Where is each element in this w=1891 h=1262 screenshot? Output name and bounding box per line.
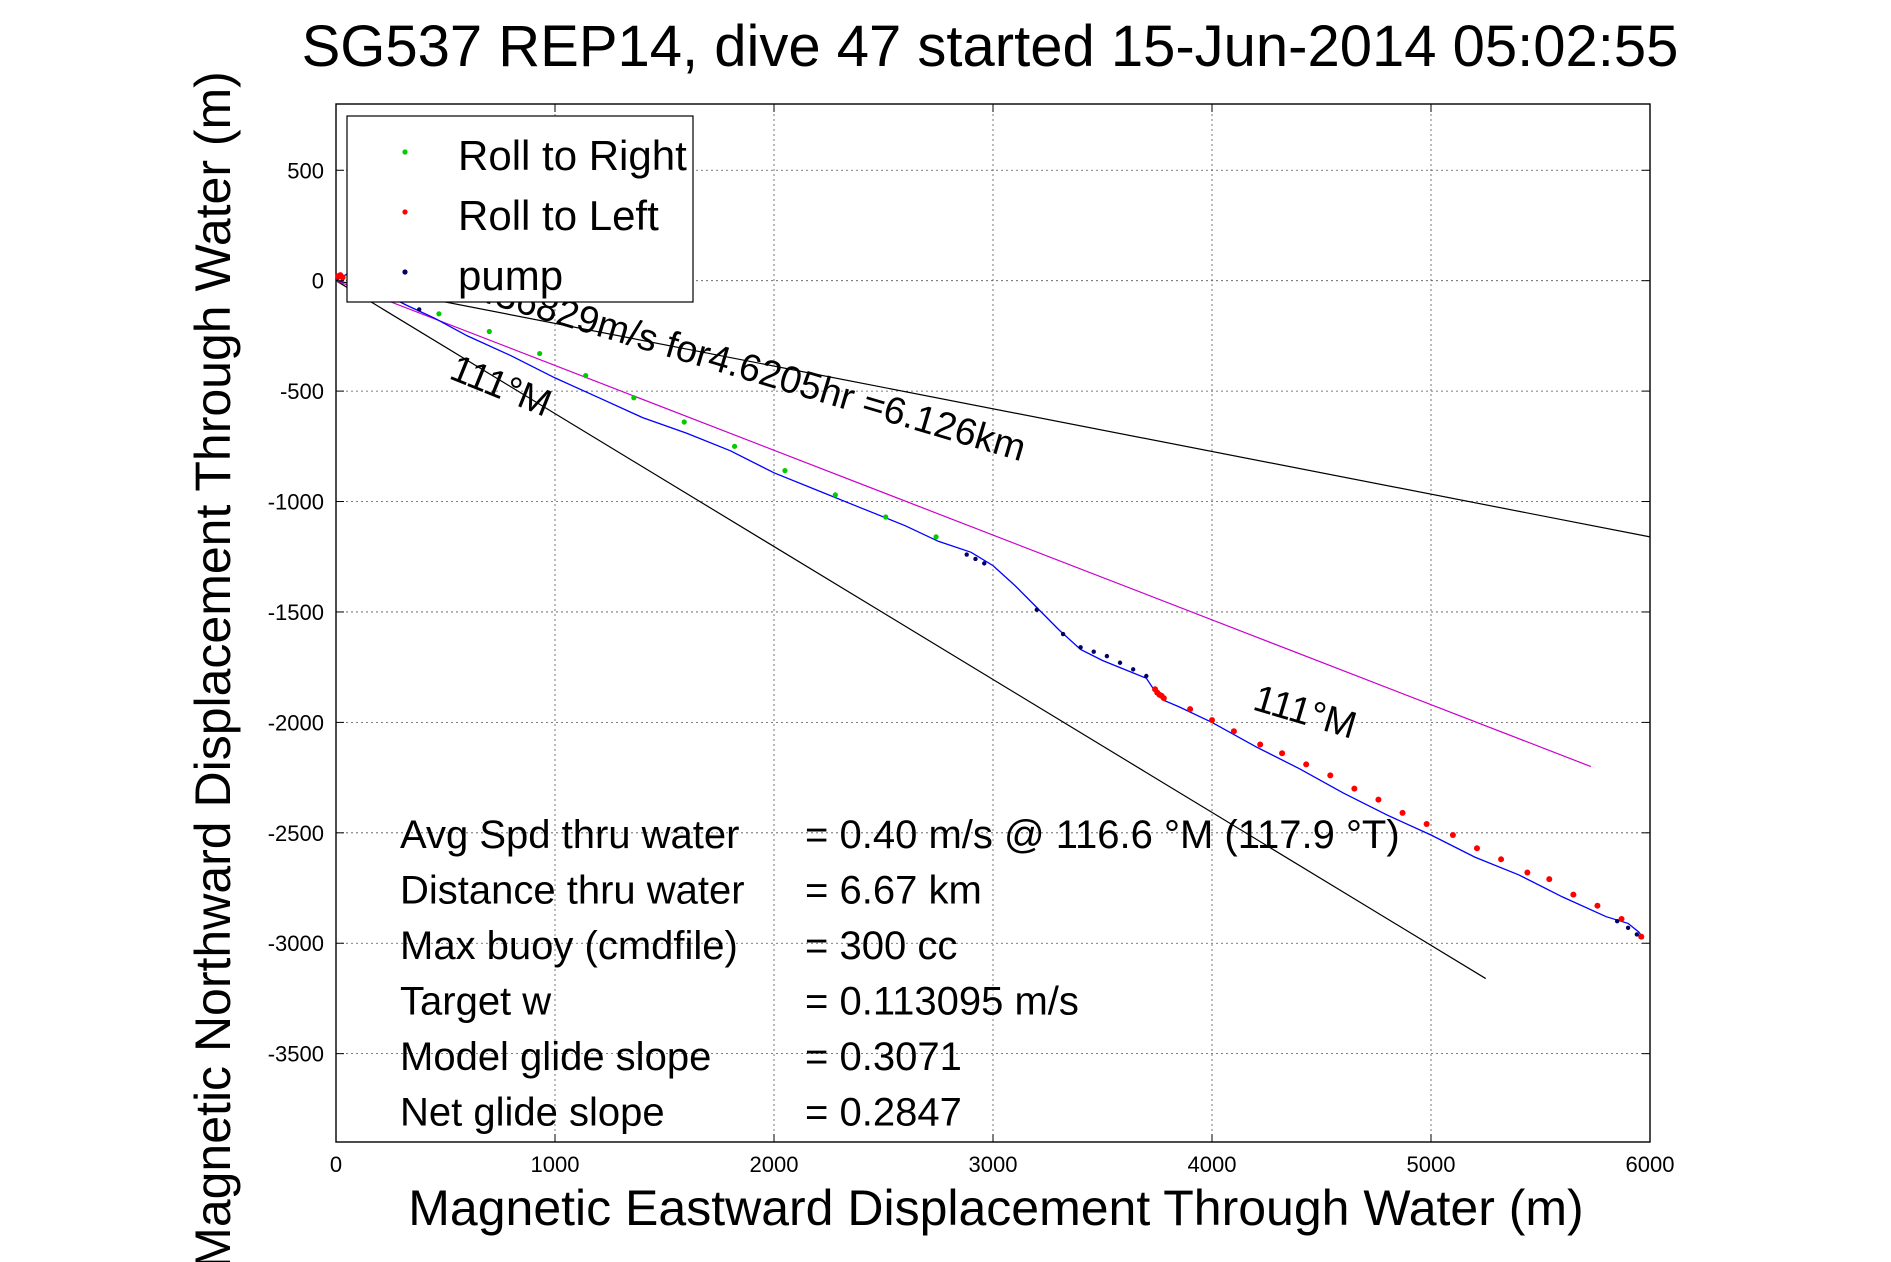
roll-right-point: [933, 534, 939, 540]
stat-value: = 6.67 km: [805, 869, 982, 913]
pump-point: [1625, 925, 1631, 930]
roll-right-point: [436, 311, 442, 317]
y-tick-label: -1000: [268, 490, 324, 515]
pump-point: [1144, 673, 1149, 679]
roll-left-point: [1160, 695, 1167, 702]
stat-label: Target w: [400, 980, 551, 1024]
roll-right-point: [537, 350, 543, 357]
roll-right-point: [782, 468, 788, 474]
pump-point: [1034, 607, 1040, 612]
y-axis-label: Magnetic Northward Displacement Through …: [185, 71, 241, 1262]
pump-point: [1634, 932, 1640, 937]
roll-left-point: [1351, 785, 1358, 792]
pump-point: [1091, 649, 1096, 654]
roll-left-point: [1279, 750, 1286, 757]
x-tick-label: 6000: [1626, 1152, 1675, 1177]
stat-label: Max buoy (cmdfile): [400, 924, 738, 968]
roll-left-point: [1594, 902, 1601, 909]
x-tick-label: 1000: [531, 1152, 580, 1177]
pump-point: [982, 561, 987, 566]
pump-point: [964, 552, 969, 557]
track-line: [335, 273, 1644, 940]
reference-line-net: [335, 280, 1592, 768]
pump-point: [1078, 645, 1083, 650]
y-tick-label: -2500: [268, 821, 324, 846]
pump-point: [417, 307, 422, 312]
reference-lines: [335, 280, 1651, 980]
y-tick-label: -3000: [268, 931, 324, 956]
roll-left-point: [1375, 796, 1382, 803]
stat-label: Distance thru water: [400, 869, 745, 913]
stat-label: Avg Spd thru water: [400, 813, 739, 857]
roll-left-point: [1187, 706, 1194, 713]
pump-point: [1060, 631, 1066, 637]
roll-right-point: [631, 395, 637, 401]
stat-value: = 0.113095 m/s: [805, 980, 1079, 1024]
roll-left-point: [339, 274, 346, 281]
roll-left-point: [1546, 876, 1553, 883]
reference-line-lower: [335, 280, 1487, 980]
stat-value: = 0.3071: [805, 1035, 962, 1079]
legend-label: pump: [458, 252, 563, 299]
legend-marker: [402, 209, 408, 215]
chart-title: SG537 REP14, dive 47 started 15-Jun-2014…: [302, 14, 1679, 79]
pump-point: [1104, 653, 1110, 659]
roll-right-point: [731, 443, 738, 449]
stats-block: Avg Spd thru water = 0.40 m/s @ 116.6 °M …: [400, 813, 1400, 1135]
y-tick-label: -3500: [268, 1042, 324, 1067]
stat-value: = 0.2847: [805, 1091, 962, 1135]
y-tick-label: -2000: [268, 710, 324, 735]
pump-point: [1130, 667, 1136, 672]
x-tick-label: 4000: [1188, 1152, 1237, 1177]
roll-left-point: [1257, 741, 1264, 748]
x-tick-label: 3000: [969, 1152, 1018, 1177]
roll-left-point: [1423, 820, 1430, 827]
pump-point: [1614, 918, 1620, 924]
roll-left-point: [1498, 856, 1505, 863]
roll-left-point: [1230, 728, 1237, 735]
x-axis-label: Magnetic Eastward Displacement Through W…: [408, 1180, 1583, 1236]
roll-right-point: [883, 514, 889, 520]
pump-point: [1117, 660, 1123, 665]
y-tick-label: 500: [287, 158, 324, 183]
stat-value: = 300 cc: [805, 924, 957, 968]
reference-line-upper: [335, 280, 1651, 538]
roll-left-point: [1570, 891, 1577, 898]
stat-label: Net glide slope: [400, 1091, 665, 1135]
roll-left-point: [1327, 772, 1334, 779]
roll-left-point: [1303, 761, 1310, 768]
roll-right-point: [681, 419, 687, 425]
roll-left-point: [1524, 869, 1531, 876]
roll-left-point: [1618, 915, 1625, 922]
pump-point: [973, 556, 978, 562]
y-axis-ticks: 500 0 -500 -1000 -1500 -2000 -2500 -3000 -3500: [268, 158, 1650, 1067]
y-tick-label: -500: [280, 379, 324, 404]
roll-left-point: [1473, 845, 1480, 852]
x-tick-label: 5000: [1407, 1152, 1456, 1177]
roll-right-point: [583, 373, 589, 379]
stat-value: = 0.40 m/s @ 116.6 °M (117.9 °T): [805, 813, 1400, 857]
roll-left-point: [1209, 717, 1215, 724]
stat-label: Model glide slope: [400, 1035, 711, 1079]
y-tick-label: -1500: [268, 600, 324, 625]
roll-left-point: [1449, 832, 1456, 839]
x-tick-label: 0: [330, 1152, 342, 1177]
glider-track: [335, 273, 1644, 940]
marker-points: [335, 272, 1645, 940]
y-tick-label: 0: [312, 269, 324, 294]
roll-left-point: [1399, 809, 1406, 816]
legend-marker: [402, 149, 408, 155]
legend-label: Roll to Left: [458, 192, 659, 239]
grid-lines: [336, 104, 1650, 1142]
legend: Roll to Right Roll to Left pump: [346, 115, 694, 303]
roll-left-point: [1638, 933, 1645, 940]
legend-label: Roll to Right: [458, 132, 687, 179]
legend-marker: [402, 269, 408, 275]
roll-right-point: [832, 492, 838, 498]
x-tick-label: 2000: [750, 1152, 799, 1177]
x-axis-ticks: 0 1000 2000 3000 4000 5000 6000: [330, 104, 1675, 1177]
roll-right-point: [486, 328, 492, 335]
